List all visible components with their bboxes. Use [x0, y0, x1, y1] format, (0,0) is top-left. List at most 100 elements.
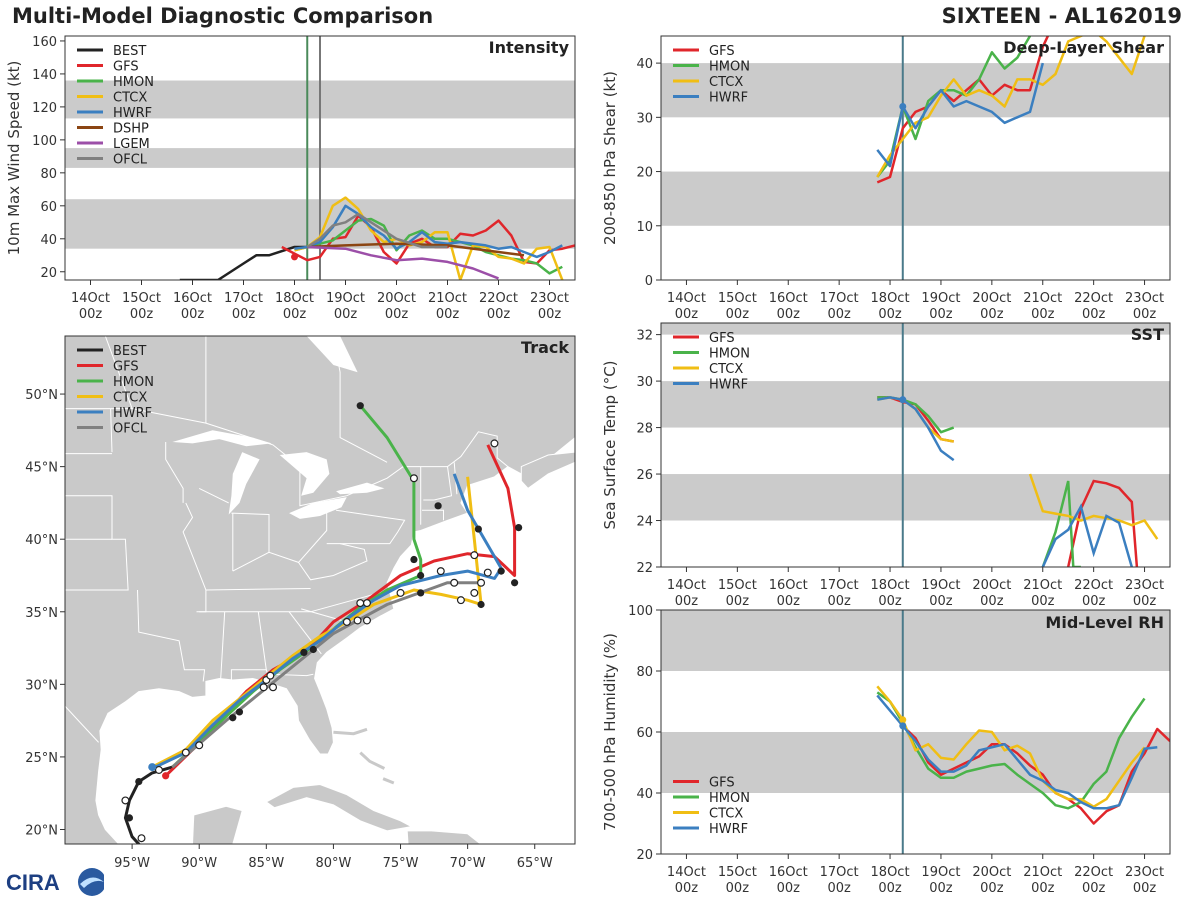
shaded-band: [661, 610, 1170, 671]
series-line-ofcl: [306, 212, 448, 249]
init-point: [899, 102, 907, 110]
y-tick-label: 20: [636, 848, 653, 863]
boundary-8: [137, 589, 206, 682]
series-line-gfs: [876, 36, 1050, 184]
x-tick-label: 75°W: [383, 856, 419, 871]
series-line-lgem: [307, 245, 499, 280]
x-tick-label: 00z: [181, 307, 205, 322]
x-tick-label: 00z: [130, 307, 154, 322]
series-line-hmon: [876, 691, 1146, 810]
y-tick-label: 30: [636, 111, 653, 126]
plot-frame: [64, 35, 576, 281]
init-point: [899, 396, 907, 404]
track-point-open: [490, 439, 499, 448]
land-north-america: [65, 336, 575, 844]
x-tick-label: 15Oct: [718, 578, 757, 593]
boundary-22: [422, 509, 444, 521]
x-tick-label: 00z: [777, 881, 801, 896]
shaded-band: [661, 63, 1170, 118]
init-point: [291, 253, 298, 261]
legend-label-hwrf: HWRF: [709, 378, 748, 393]
track-point-open: [450, 578, 459, 587]
lake-1: [228, 452, 260, 515]
x-tick-label: 00z: [980, 594, 1004, 609]
track-point: [434, 502, 442, 510]
land-cuba: [265, 783, 413, 832]
track-point-open: [356, 599, 365, 608]
cira-logo: CIRA: [6, 868, 104, 896]
y-tick-label: 10: [636, 220, 653, 235]
x-tick-label: 00z: [726, 594, 750, 609]
x-tick-label: 00z: [1031, 594, 1055, 609]
x-tick-label: 00z: [283, 307, 307, 322]
series-line-hmon: [294, 217, 563, 275]
track-point-open: [362, 616, 371, 625]
x-tick-label: 00z: [827, 881, 851, 896]
land-bahamas: [382, 777, 395, 785]
track-point-open: [409, 474, 418, 483]
x-tick-label: 19Oct: [921, 865, 960, 880]
y-tick-label: 40: [40, 233, 57, 248]
x-tick-label: 00z: [827, 594, 851, 609]
boundary-19: [326, 509, 406, 545]
x-tick-label: 00z: [827, 307, 851, 322]
legend-label-hmon: HMON: [709, 347, 750, 362]
boundary-4: [332, 336, 388, 463]
series-line-ctcx-late: [1028, 473, 1159, 540]
x-tick-label: 00z: [980, 881, 1004, 896]
x-tick-label: 23Oct: [1125, 291, 1164, 306]
series-line-hwrf: [876, 694, 1158, 810]
x-tick-label: 14Oct: [667, 291, 706, 306]
land-bahamas: [333, 727, 368, 736]
plot-frame: [660, 609, 1171, 855]
track-point-open: [353, 616, 362, 625]
x-tick-label: 14Oct: [71, 291, 110, 306]
legend-label-gfs: GFS: [709, 331, 735, 346]
x-tick-label: 20Oct: [972, 578, 1011, 593]
x-tick-label: 00z: [726, 881, 750, 896]
x-tick-label: 00z: [232, 307, 256, 322]
x-tick-label: 19Oct: [921, 578, 960, 593]
y-tick-label: 160: [32, 35, 57, 50]
track-point-open: [342, 617, 351, 626]
y-tick-label: 20: [40, 266, 57, 281]
y-tick-label: 40: [636, 787, 653, 802]
land-hispaniola: [406, 830, 482, 844]
x-tick-label: 00z: [1082, 881, 1106, 896]
x-tick-label: 00z: [334, 307, 358, 322]
y-tick-label: 20: [636, 166, 653, 181]
shaded-band: [661, 323, 1170, 335]
track-point-open: [269, 683, 278, 692]
chart-title: Track: [521, 338, 569, 357]
x-tick-label: 00z: [79, 307, 103, 322]
track-point: [235, 708, 244, 716]
land-group: [65, 336, 575, 844]
shear-chart: 14Oct00z15Oct00z16Oct00z17Oct00z18Oct00z…: [601, 35, 1171, 322]
x-tick-label: 00z: [1031, 881, 1055, 896]
x-tick-label: 00z: [929, 594, 953, 609]
legend-label-best: BEST: [113, 344, 146, 359]
track-point-open: [470, 551, 479, 560]
init-point: [899, 716, 907, 724]
track-point: [497, 567, 505, 575]
y-axis-label: 700-500 hPa Humidity (%): [601, 633, 619, 831]
x-tick-label: 18Oct: [871, 865, 910, 880]
x-tick-label: 17Oct: [820, 291, 859, 306]
x-tick-label: 00z: [1133, 594, 1157, 609]
lake-3: [289, 497, 347, 519]
track-point: [125, 814, 134, 822]
y-tick-label: 0: [645, 274, 653, 289]
chart-title: SST: [1131, 325, 1164, 344]
track-point: [474, 525, 482, 533]
series-line-hwrf: [877, 396, 955, 462]
y-tick-label: 40: [636, 57, 653, 72]
y-tick-label: 22: [636, 561, 653, 576]
legend-label-hmon: HMON: [113, 375, 154, 390]
track-point-open: [362, 599, 371, 608]
x-tick-label: 14Oct: [667, 578, 706, 593]
tracks-group: [121, 402, 523, 844]
plot-frame: [660, 35, 1171, 281]
series-line-hwrf: [294, 204, 563, 259]
